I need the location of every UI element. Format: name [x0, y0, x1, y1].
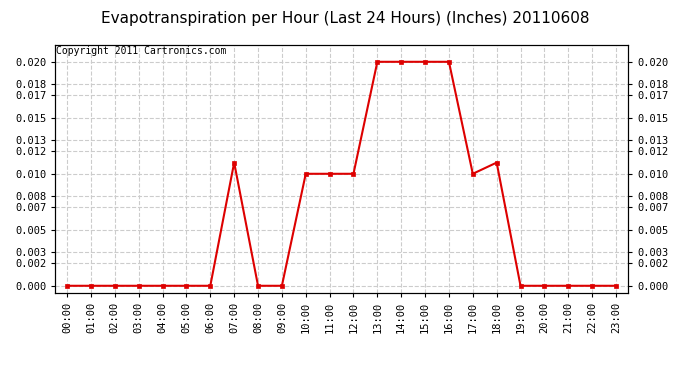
Text: Evapotranspiration per Hour (Last 24 Hours) (Inches) 20110608: Evapotranspiration per Hour (Last 24 Hou…	[101, 11, 589, 26]
Text: Copyright 2011 Cartronics.com: Copyright 2011 Cartronics.com	[57, 46, 227, 56]
